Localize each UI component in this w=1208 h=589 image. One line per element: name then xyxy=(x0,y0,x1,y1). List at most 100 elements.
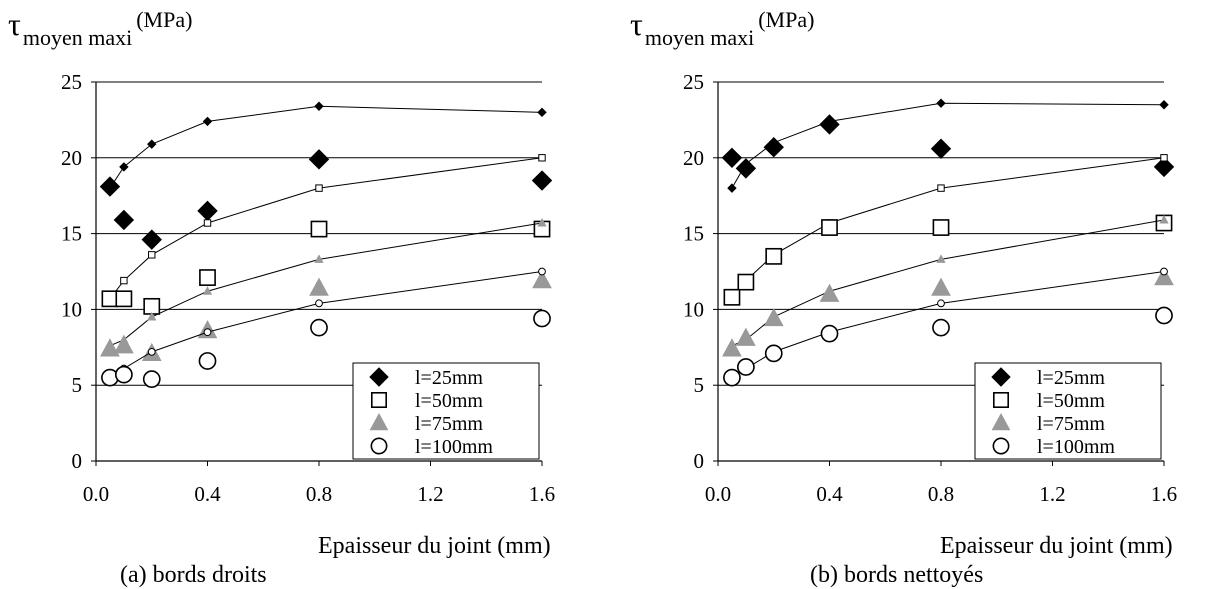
series-l=25mm xyxy=(721,98,1175,193)
experimental-point xyxy=(197,200,218,222)
experimental-point xyxy=(533,309,551,328)
legend-marker xyxy=(991,367,1011,387)
model-point xyxy=(203,219,212,227)
experimental-point xyxy=(1155,306,1173,325)
legend-label: l=100mm xyxy=(1037,436,1115,458)
experimental-point xyxy=(765,247,783,265)
model-point xyxy=(148,251,156,259)
chart-caption: (b) bords nettoyés xyxy=(810,562,984,588)
y-axis-subscript: moyen maxi xyxy=(644,25,755,50)
experimental-point xyxy=(722,338,742,357)
legend-marker xyxy=(992,391,1009,408)
y-axis-label: τmoyen maxi(MPa) xyxy=(630,6,814,51)
legend-marker xyxy=(370,437,388,455)
legend-label: l=75mm xyxy=(1037,413,1105,435)
series-l=50mm xyxy=(723,154,1173,306)
chart-caption: (a) bords droits xyxy=(120,562,267,588)
legend-label: l=50mm xyxy=(1037,390,1105,412)
model-point xyxy=(537,217,547,227)
legend-marker xyxy=(992,437,1010,455)
model-point xyxy=(147,311,157,321)
x-tick-label: 0.0 xyxy=(705,482,731,506)
plot-svg: 0 5 10 15 20 25 0.0 0.4 0.8 1.2 1.6 l=25mml=50mml=7… xyxy=(683,70,1177,506)
series-l=75mm xyxy=(100,217,552,361)
y-axis-symbol: τ xyxy=(8,6,21,42)
model-point xyxy=(537,107,547,118)
experimental-point xyxy=(199,269,216,286)
y-axis-unit: (MPa) xyxy=(136,7,193,32)
model-point xyxy=(1160,154,1168,162)
series-l=100mm xyxy=(723,267,1173,387)
y-tick-label: 20 xyxy=(61,146,82,170)
model-point xyxy=(314,101,324,111)
model-point xyxy=(202,286,213,295)
experimental-point xyxy=(932,219,950,236)
y-tick-label: 15 xyxy=(683,222,704,246)
model-point xyxy=(314,254,324,263)
experimental-point xyxy=(819,283,840,302)
experimental-point xyxy=(1153,156,1175,178)
y-axis-symbol: τ xyxy=(630,6,643,42)
model-point xyxy=(538,267,546,276)
model-point xyxy=(936,98,946,108)
experimental-point xyxy=(737,358,755,376)
model-point xyxy=(1159,214,1169,224)
experimental-point xyxy=(115,290,133,308)
experimental-point xyxy=(1154,267,1174,286)
x-tick-label: 0.0 xyxy=(83,482,109,506)
model-point xyxy=(937,184,945,192)
series-l=100mm xyxy=(101,267,551,389)
experimental-point xyxy=(821,219,838,236)
experimental-point xyxy=(764,344,783,363)
experimental-point xyxy=(721,147,743,169)
experimental-point xyxy=(198,352,217,370)
y-tick-label: 0 xyxy=(72,449,83,473)
x-axis-label: Epaisseur du joint (mm) xyxy=(318,533,551,559)
experimental-point xyxy=(531,170,553,191)
model-point xyxy=(147,347,156,356)
experimental-point xyxy=(736,327,756,346)
x-tick-label: 0.4 xyxy=(816,482,843,506)
experimental-point xyxy=(101,290,119,308)
model-point xyxy=(315,184,323,192)
x-tick-label: 1.6 xyxy=(529,482,555,506)
model-point xyxy=(202,116,213,127)
legend-label: l=75mm xyxy=(415,413,483,435)
experimental-point xyxy=(99,176,121,197)
series-l=50mm xyxy=(101,154,551,315)
x-tick-label: 0.4 xyxy=(194,482,221,506)
experimental-point xyxy=(115,365,133,384)
legend-marker xyxy=(370,391,387,408)
model-point xyxy=(315,299,323,308)
experimental-point xyxy=(723,288,741,306)
y-tick-label: 5 xyxy=(72,373,83,397)
experimental-point xyxy=(114,335,134,354)
experimental-point xyxy=(931,277,951,296)
series-l=25mm xyxy=(99,101,553,250)
model-line xyxy=(109,105,543,189)
experimental-point xyxy=(310,318,328,337)
legend-marker xyxy=(369,412,389,431)
y-axis-unit: (MPa) xyxy=(758,7,815,32)
model-point xyxy=(1159,100,1169,110)
y-axis-subscript: moyen maxi xyxy=(22,25,133,50)
y-tick-label: 25 xyxy=(683,70,704,94)
legend-marker xyxy=(991,412,1011,431)
x-tick-label: 1.6 xyxy=(1151,482,1177,506)
chart-panel-b: τmoyen maxi(MPa) 0 5 10 15 20 25 0.0 0.4 0.8 1.2 1… xyxy=(622,0,1208,589)
y-tick-label: 20 xyxy=(683,146,704,170)
experimental-point xyxy=(308,149,330,170)
series-l=75mm xyxy=(722,214,1174,357)
y-tick-label: 10 xyxy=(683,297,704,321)
y-tick-label: 15 xyxy=(61,222,82,246)
experimental-point xyxy=(141,229,162,250)
y-axis-label: τmoyen maxi(MPa) xyxy=(8,6,192,51)
experimental-point xyxy=(100,338,120,357)
x-axis-label: Epaisseur du joint (mm) xyxy=(940,533,1173,559)
legend-label: l=25mm xyxy=(1037,367,1105,389)
model-point xyxy=(203,328,212,337)
experimental-point xyxy=(113,209,135,231)
plot-svg: 0 5 10 15 20 25 0.0 0.4 0.8 1.2 1.6 l=25mml=50mml=7… xyxy=(61,70,555,506)
